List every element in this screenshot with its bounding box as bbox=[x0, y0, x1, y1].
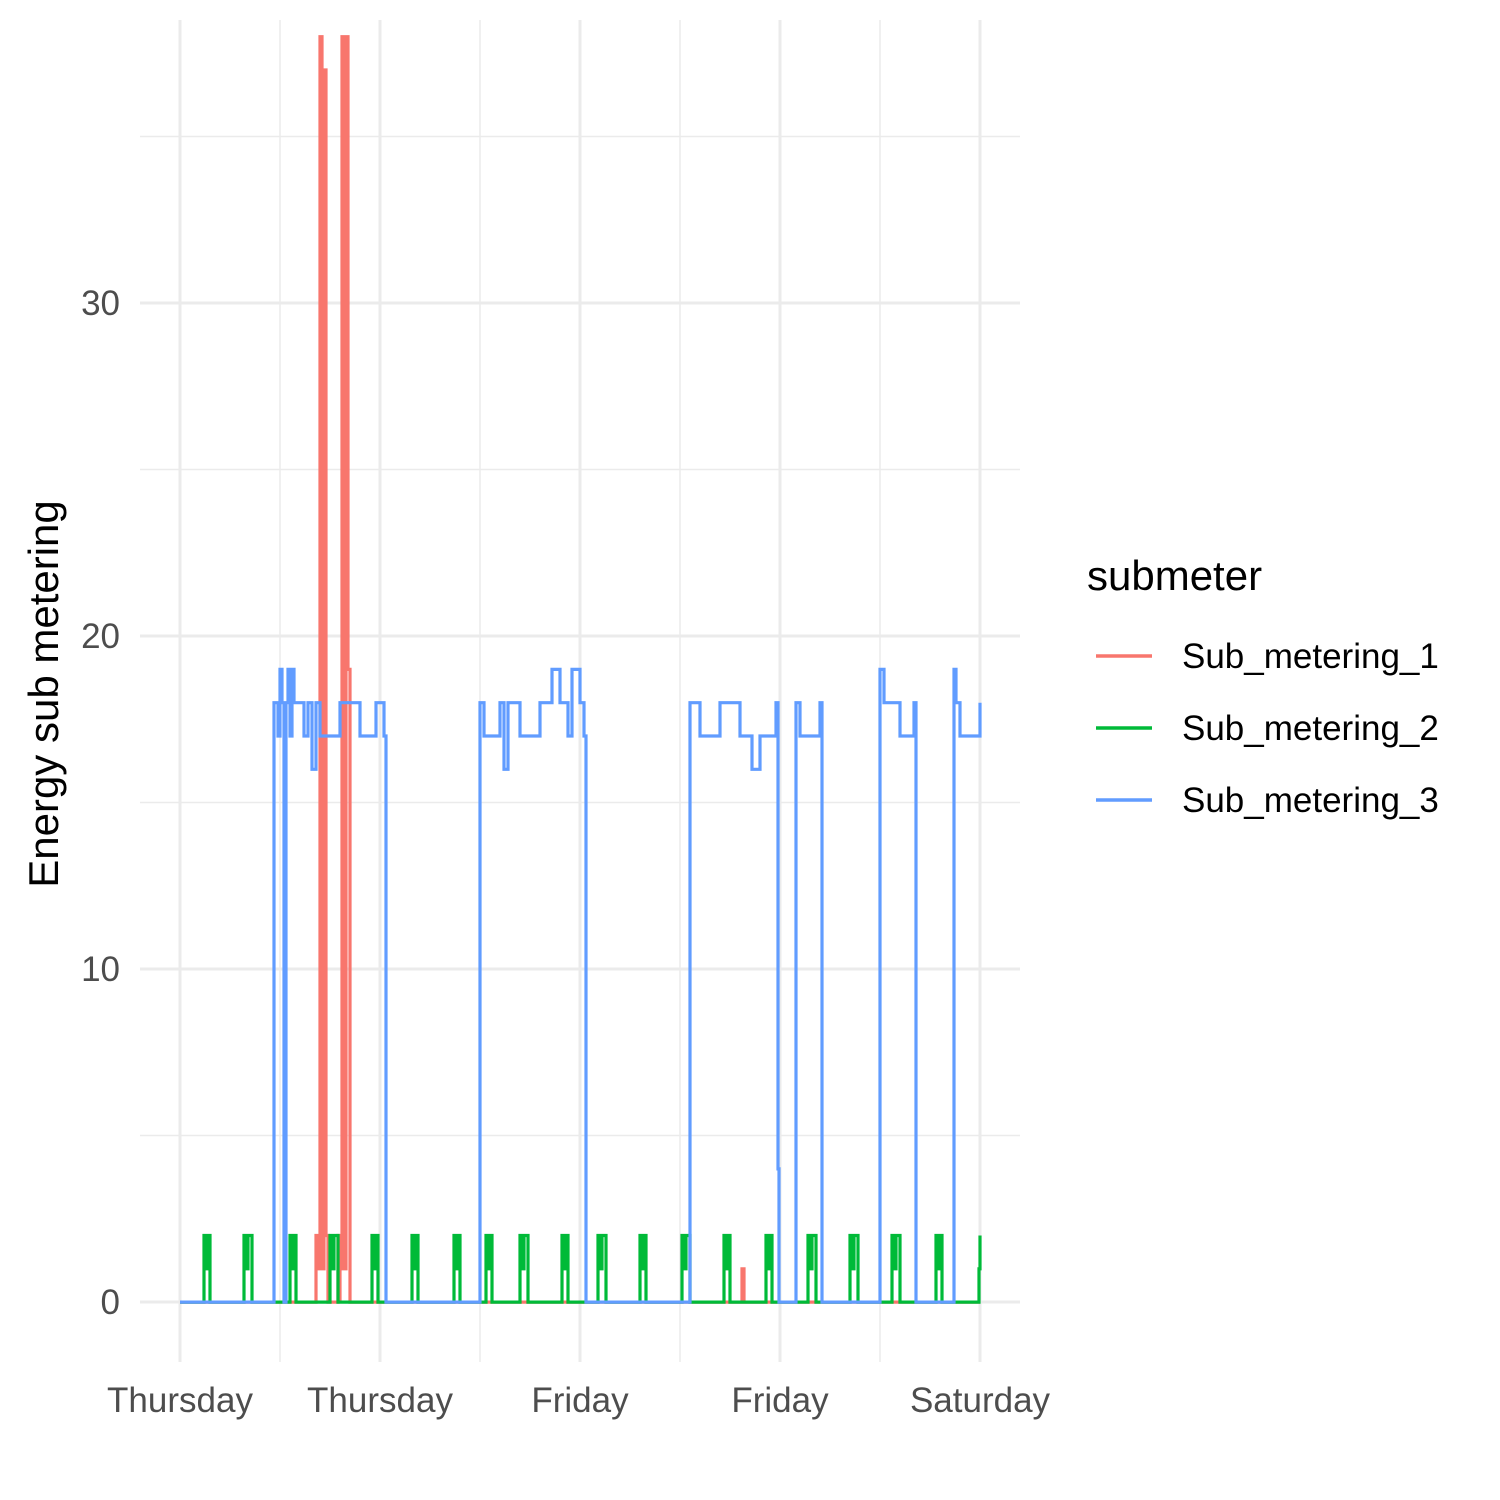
y-tick-label: 0 bbox=[101, 1283, 120, 1322]
series-line-sub-metering-3 bbox=[180, 667, 982, 1304]
y-tick-label: 20 bbox=[81, 617, 120, 656]
legend-label: Sub_metering_3 bbox=[1182, 781, 1439, 820]
legend-label: Sub_metering_1 bbox=[1182, 637, 1439, 676]
legend-label: Sub_metering_2 bbox=[1182, 709, 1439, 748]
series-lines bbox=[180, 35, 982, 1304]
x-axis-tick-labels: Thursday Thursday Friday Friday Saturday bbox=[107, 1381, 1050, 1420]
legend-items: Sub_metering_1 Sub_metering_2 Sub_metering… bbox=[1096, 637, 1439, 820]
legend-title: submeter bbox=[1087, 552, 1262, 599]
y-axis-tick-labels: 0 10 20 30 bbox=[81, 284, 120, 1322]
x-tick-label: Thursday bbox=[107, 1381, 253, 1420]
legend: submeter Sub_metering_1Sub_metering_2Sub… bbox=[1087, 552, 1439, 820]
x-tick-label: Thursday bbox=[307, 1381, 453, 1420]
series-line-sub-metering-2 bbox=[180, 1233, 982, 1304]
y-tick-label: 30 bbox=[81, 284, 120, 323]
major-gridlines bbox=[140, 20, 1020, 1362]
x-tick-label: Friday bbox=[731, 1381, 829, 1420]
y-axis-title: Energy sub metering bbox=[20, 500, 67, 888]
x-tick-label: Friday bbox=[531, 1381, 629, 1420]
x-tick-label: Saturday bbox=[910, 1381, 1051, 1420]
y-tick-label: 10 bbox=[81, 950, 120, 989]
